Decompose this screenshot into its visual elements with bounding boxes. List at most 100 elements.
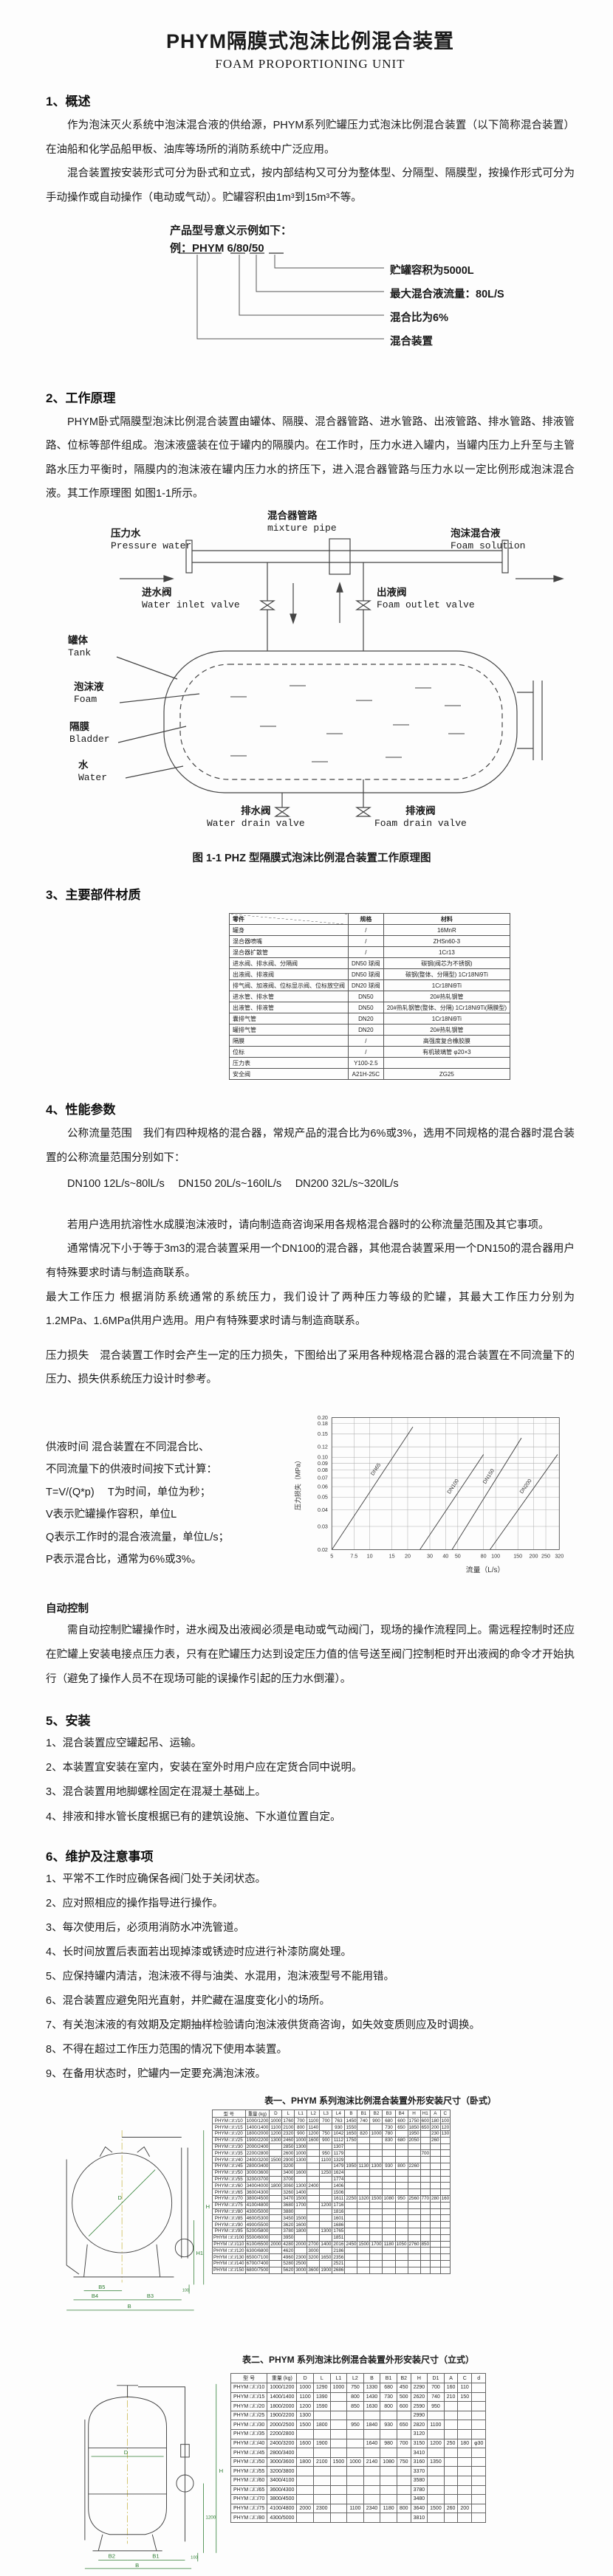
table-cell <box>312 2494 331 2504</box>
table-cell <box>382 2169 396 2177</box>
table-cell <box>369 2253 383 2261</box>
table-cell: 1816 <box>332 2208 346 2216</box>
table-cell: 650 <box>419 2124 431 2132</box>
table-cell: 1000 <box>369 2130 383 2138</box>
table-cell: 1200 <box>296 2401 314 2411</box>
table-cell: Y100-2.5 <box>348 1057 384 1069</box>
column-header: D <box>269 2110 283 2118</box>
table-cell: 3200 <box>306 2253 321 2261</box>
table-cell <box>344 2182 358 2190</box>
table-cell: 1200 <box>319 2201 333 2209</box>
table-cell: 1Cr18Ni9Ti <box>383 979 511 991</box>
column-header: 型 号 <box>230 2373 268 2384</box>
table-cell: 700 <box>294 2117 308 2125</box>
table-cell <box>357 2188 371 2197</box>
table-cell <box>407 2221 421 2229</box>
y-tick-label: 0.08 <box>318 1467 328 1473</box>
table-cell: 1390 <box>312 2391 331 2403</box>
table-cell: 1600 <box>296 2438 314 2449</box>
table-cell <box>306 2163 321 2170</box>
table-cell: 770 <box>419 2195 431 2203</box>
table-cell <box>430 2143 441 2151</box>
table-cell <box>407 2201 421 2209</box>
table-cell <box>312 2476 331 2486</box>
table-cell <box>430 2247 441 2255</box>
table-cell: 1500 <box>269 2156 283 2164</box>
table-cell <box>294 2208 308 2216</box>
table-row: 进水管、排水管 DN50 20#热轧钢管 <box>229 991 511 1002</box>
table-row: PHYM □/□/35 2200/2800 3120 <box>230 2429 487 2439</box>
x-tick-label: 100 <box>491 1553 500 1559</box>
table-cell: 100 <box>439 2117 451 2125</box>
table-cell: 3000 <box>306 2247 321 2255</box>
table-cell <box>394 2201 408 2209</box>
table-cell <box>357 2214 371 2222</box>
table-cell <box>457 2429 473 2439</box>
table-row: PHYM □/□/80 4300/5000 3880 1816 <box>212 2208 451 2216</box>
table-cell <box>430 2175 441 2183</box>
table-cell <box>443 2448 459 2458</box>
y-tick-label: 0.09 <box>318 1461 328 1467</box>
table-cell <box>269 2163 283 2170</box>
table-cell: 850 <box>346 2401 364 2411</box>
table-cell <box>296 2494 314 2504</box>
table-cell <box>357 2260 371 2267</box>
table-cell: 16MnR <box>383 924 511 936</box>
table-cell: 3060 <box>281 2182 295 2190</box>
table-cell <box>430 2214 441 2222</box>
y-tick-label: 0.15 <box>318 1431 328 1437</box>
table-cell <box>319 2188 333 2197</box>
table-cell: 2290 <box>410 2383 428 2393</box>
table-2-block: D H 1200 100 B2 B1 B 型 号重量 (kg) D L L1 L2 B B1… <box>46 2373 575 2576</box>
svg-text:100: 100 <box>182 2289 189 2293</box>
table-cell: PHYM □/□/50 <box>230 2456 268 2467</box>
table-cell: 900 <box>319 2136 333 2144</box>
table-cell: 1300 <box>294 2156 308 2164</box>
table-cell: 囊排气管 <box>229 1013 349 1024</box>
table-cell: 763 <box>332 2117 346 2125</box>
svg-text:H: H <box>206 2204 210 2211</box>
table-cell: PHYM □/□/45 <box>230 2448 268 2458</box>
table-cell <box>394 2130 408 2138</box>
table-cell <box>369 2247 383 2255</box>
auto-control-paragraph: 需自动控制贮罐操作时，进水阀及出液阀必须是电动或气动阀门，现场的操作流程同上。需… <box>46 1625 575 1685</box>
table-cell <box>396 2484 411 2496</box>
svg-text:B3: B3 <box>147 2293 154 2299</box>
table-cell: 3600/4300 <box>244 2188 270 2197</box>
table-cell <box>357 2175 371 2183</box>
table-cell <box>407 2182 421 2190</box>
table-cell: 1601 <box>332 2214 346 2222</box>
table-cell: 3160 <box>410 2456 428 2467</box>
table-cell: PHYM □/□/90 <box>212 2221 246 2229</box>
table-cell <box>443 2494 459 2504</box>
section-5-list: 1、混合装置应空罐起吊、运输。 2、本装置宜安装在室内，安装在室外时用户应在定货合… <box>46 1734 575 1826</box>
table-cell <box>329 2448 348 2458</box>
table-cell <box>430 2266 441 2274</box>
table-cell <box>407 2169 421 2177</box>
table-cell <box>457 2466 473 2476</box>
y-axis-label: 压力损失（MPa） <box>293 1457 301 1510</box>
table-row: PHYM □/□/30 2000/2400 2850 1300 1307 <box>212 2143 451 2151</box>
table-cell: 1900 <box>312 2438 331 2449</box>
table-cell <box>329 2420 348 2431</box>
table-cell <box>394 2182 408 2190</box>
table-cell: 2000 <box>294 2240 308 2248</box>
table-cell: 2500 <box>294 2260 308 2267</box>
table-cell <box>439 2208 451 2216</box>
table-cell: 650 <box>396 2420 411 2431</box>
table-cell: DN20 <box>348 1024 384 1036</box>
table-cell: 2521 <box>332 2260 346 2267</box>
table-cell <box>430 2221 441 2229</box>
table-cell: PHYM □/□/35 <box>230 2429 268 2439</box>
column-header: 重量 (kg) <box>244 2110 270 2118</box>
table-cell <box>346 2513 364 2523</box>
column-header: d <box>471 2373 487 2384</box>
x-axis-label: 流量（L/s） <box>466 1565 504 1574</box>
table-cell: 3600 <box>306 2266 321 2274</box>
table-row: 混合器扩散管/1Cr13 <box>229 946 511 958</box>
table-cell <box>306 2188 321 2197</box>
table-cell <box>407 2208 421 2216</box>
table-cell <box>471 2391 487 2403</box>
table-cell: 1050 <box>394 2240 408 2248</box>
table-cell: 3150 <box>410 2438 428 2449</box>
